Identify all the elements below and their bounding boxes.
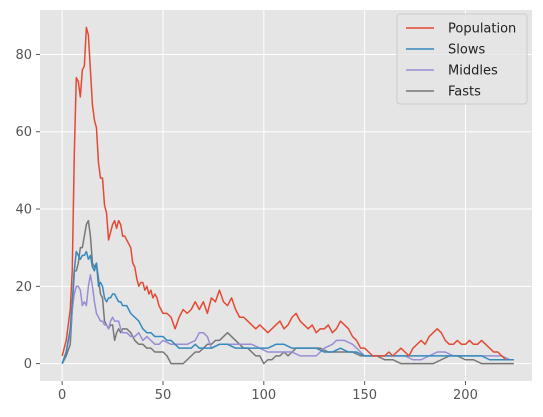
legend-label-fasts: Fasts xyxy=(448,85,481,100)
x-tick-label: 200 xyxy=(453,388,478,403)
legend-items: Population Slows Middles Fasts xyxy=(406,22,516,100)
y-tick-label: 20 xyxy=(15,280,32,295)
series-line-slows xyxy=(61,250,514,364)
y-tick-label: 40 xyxy=(15,203,32,218)
series-line-fasts xyxy=(61,219,514,365)
legend: Population Slows Middles Fasts xyxy=(396,13,528,105)
legend-label-middles: Middles xyxy=(448,64,498,79)
x-tick-label: 100 xyxy=(251,388,276,403)
x-axis-ticks: 0 50 100 150 200 xyxy=(58,381,478,403)
y-tick-label: 60 xyxy=(15,125,32,140)
y-axis-ticks: 0 20 40 60 80 xyxy=(15,48,40,372)
x-tick-label: 150 xyxy=(352,388,377,403)
legend-label-population: Population xyxy=(448,22,516,37)
legend-label-slows: Slows xyxy=(448,43,485,58)
y-tick-label: 0 xyxy=(24,357,32,372)
legend-frame xyxy=(396,13,528,105)
x-tick-label: 50 xyxy=(155,388,172,403)
series-line-population xyxy=(61,26,507,361)
series-lines xyxy=(61,26,514,365)
x-tick-label: 0 xyxy=(58,388,66,403)
y-tick-label: 80 xyxy=(15,48,32,63)
